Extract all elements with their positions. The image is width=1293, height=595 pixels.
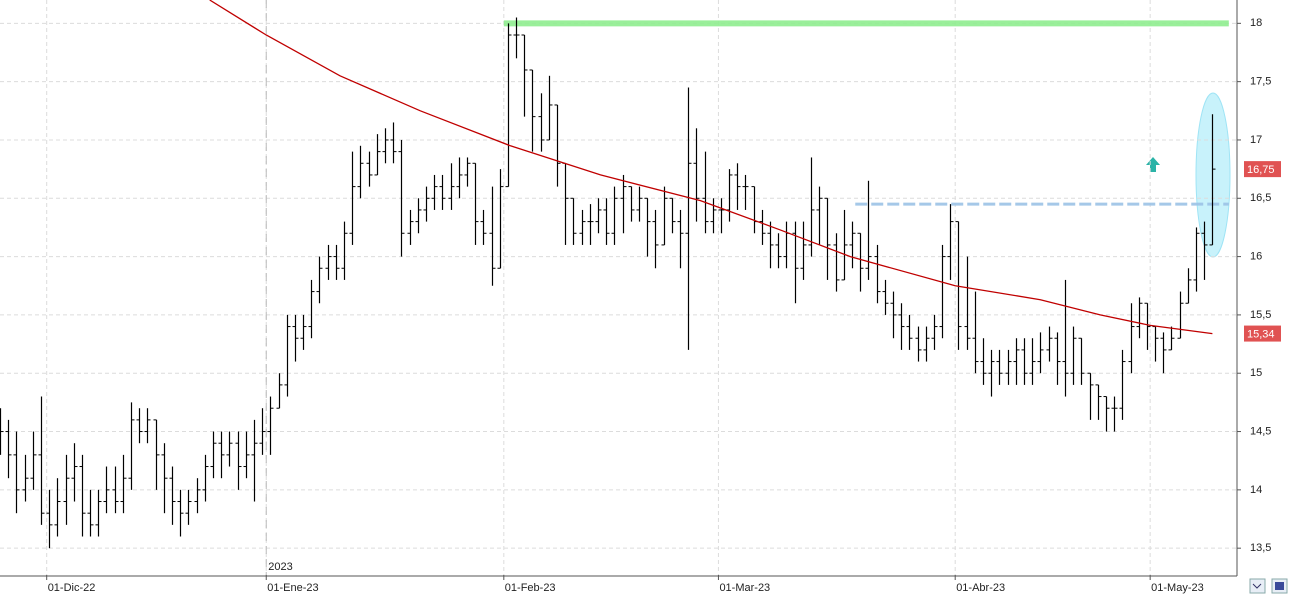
y-tick-label: 15,5	[1250, 309, 1271, 321]
x-tick-label: 01-May-23	[1151, 582, 1204, 594]
zoom-icon	[1252, 583, 1262, 589]
y-tick-label: 14,5	[1250, 425, 1271, 437]
save-icon	[1275, 582, 1284, 590]
x-tick-label: 01-Dic-22	[48, 582, 96, 594]
y-tick-label: 16	[1250, 250, 1262, 262]
x-tick-label: 01-Mar-23	[719, 582, 770, 594]
x-tick-label: 01-Abr-23	[956, 582, 1005, 594]
year-marker-label: 2023	[268, 561, 292, 573]
price-tag	[1244, 325, 1281, 342]
price-tag	[1244, 161, 1281, 178]
price-tag-label: 16,75	[1247, 164, 1275, 176]
y-tick-label: 17	[1250, 134, 1262, 146]
x-tick-label: 01-Ene-23	[267, 582, 318, 594]
y-tick-label: 14	[1250, 484, 1262, 496]
price-tag-label: 15,34	[1247, 328, 1275, 340]
y-tick-label: 18	[1250, 17, 1262, 29]
y-tick-label: 13,5	[1250, 542, 1271, 554]
zoom-button[interactable]	[1249, 578, 1266, 594]
y-tick-label: 15	[1250, 367, 1262, 379]
moving-average-line	[209, 0, 1213, 335]
x-tick-label: 01-Feb-23	[505, 582, 556, 594]
up-arrow	[1146, 157, 1160, 172]
y-tick-label: 17,5	[1250, 76, 1271, 88]
y-tick-label: 16,5	[1250, 192, 1271, 204]
